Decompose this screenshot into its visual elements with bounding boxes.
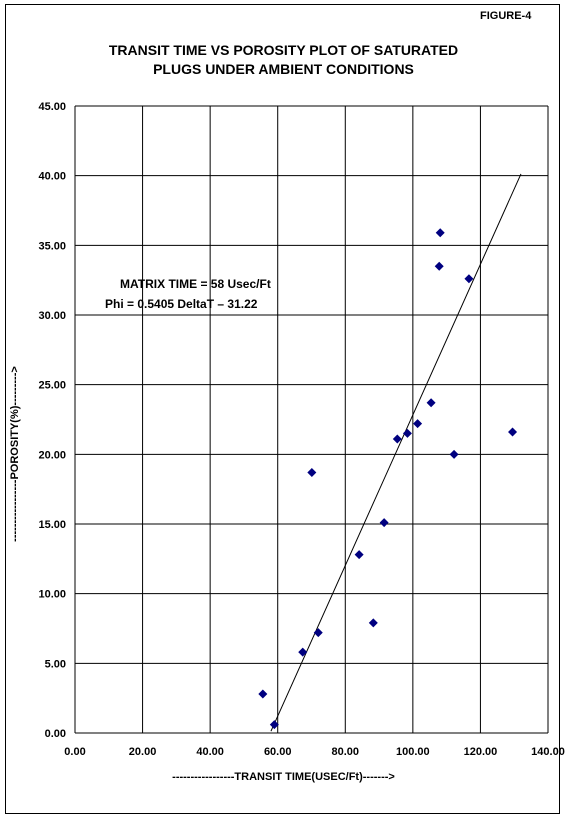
trendline	[270, 173, 522, 732]
matrix-time-annotation: MATRIX TIME = 58 Usec/Ft	[120, 277, 271, 291]
y-tick-label: 35.00	[38, 240, 66, 252]
data-point	[464, 274, 474, 284]
data-point	[379, 518, 389, 528]
x-tick-label: 120.00	[464, 746, 498, 758]
trendline-layer	[270, 173, 522, 732]
x-tick-label: 0.00	[64, 746, 85, 758]
data-point	[435, 228, 445, 238]
chart-title-line-1: TRANSIT TIME VS POROSITY PLOT OF SATURAT…	[108, 42, 459, 58]
x-axis-label: -----------------TRANSIT TIME(USEC/Ft)--…	[172, 771, 395, 783]
y-tick-label: 15.00	[38, 519, 66, 531]
x-tick-label: 60.00	[264, 746, 292, 758]
chart-title-line-2: PLUGS UNDER AMBIENT CONDITIONS	[153, 61, 414, 77]
y-tick-label: 30.00	[38, 310, 66, 322]
tick-labels: 0.00 20.00 40.00 60.00 80.00 100.00 120.00 140.…	[38, 101, 564, 758]
x-tick-label: 100.00	[396, 746, 430, 758]
data-point	[508, 427, 518, 437]
data-point	[434, 261, 444, 271]
grid	[74, 105, 549, 734]
figure-label: FIGURE-4	[480, 10, 532, 22]
x-tick-label: 140.00	[531, 746, 565, 758]
data-point	[413, 419, 423, 429]
data-point	[426, 398, 436, 408]
data-point	[402, 428, 412, 438]
data-point	[354, 550, 364, 560]
regression-equation-annotation: Phi = 0.5405 DeltaT – 31.22	[105, 297, 258, 311]
y-tick-label: 5.00	[45, 658, 66, 670]
y-tick-label: 25.00	[38, 380, 66, 392]
y-tick-label: 10.00	[38, 589, 66, 601]
data-point	[307, 467, 317, 477]
x-tick-label: 40.00	[196, 746, 224, 758]
y-tick-label: 40.00	[38, 171, 66, 183]
y-tick-label: 0.00	[45, 728, 66, 740]
data-point	[258, 689, 268, 699]
data-point	[269, 720, 279, 730]
data-point	[298, 647, 308, 657]
x-tick-label: 80.00	[332, 746, 360, 758]
data-points	[258, 228, 518, 730]
y-tick-label: 45.00	[38, 101, 66, 113]
data-point	[449, 449, 459, 459]
y-axis-label: -----------------POROSITY(%)--------->	[9, 366, 21, 542]
x-tick-label: 20.00	[129, 746, 157, 758]
figure-frame	[5, 4, 560, 814]
data-point	[392, 434, 402, 444]
data-point	[313, 628, 323, 638]
y-tick-label: 20.00	[38, 449, 66, 461]
data-point	[368, 618, 378, 628]
